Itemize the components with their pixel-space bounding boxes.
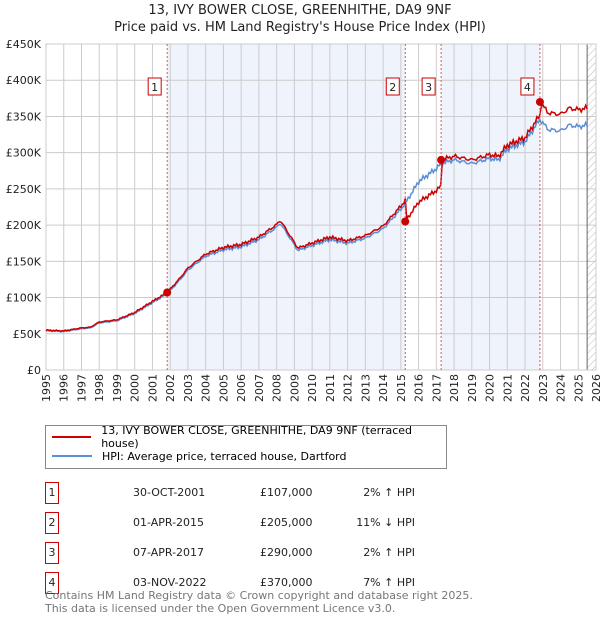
- sale-row: 1 30-OCT-2001 £107,000 2% ↑ HPI: [45, 482, 445, 504]
- sale-marker-badge: 4: [45, 572, 59, 594]
- footer-line: Contains HM Land Registry data © Crown c…: [45, 589, 473, 602]
- sale-date: 01-APR-2015: [133, 516, 205, 529]
- sale-hpi-diff: 2% ↑ HPI: [363, 546, 415, 559]
- footer-line: This data is licensed under the Open Gov…: [45, 602, 396, 615]
- x-tick-label: 2022: [519, 374, 532, 402]
- sale-price: £370,000: [260, 576, 313, 589]
- x-tick-label: 2024: [555, 374, 568, 402]
- sale-date: 03-NOV-2022: [133, 576, 207, 589]
- x-tick-label: 2023: [537, 374, 550, 402]
- x-tick-label: 2016: [413, 374, 426, 402]
- sale-date: 30-OCT-2001: [133, 486, 206, 499]
- sale-point: [163, 288, 172, 297]
- x-tick-label: 2005: [217, 374, 230, 402]
- sale-row: 4 03-NOV-2022 £370,000 7% ↑ HPI: [45, 572, 445, 594]
- forecast-hatch: [587, 44, 596, 370]
- x-tick-label: 2006: [235, 374, 248, 402]
- y-tick-label: £0: [27, 364, 41, 377]
- legend-swatch-property: [52, 436, 92, 438]
- sale-row: 2 01-APR-2015 £205,000 11% ↓ HPI: [45, 512, 445, 534]
- sale-hpi-diff: 2% ↑ HPI: [363, 486, 415, 499]
- sale-marker-badge: 1: [45, 482, 59, 504]
- x-tick-label: 1996: [58, 374, 71, 402]
- sale-price: £205,000: [260, 516, 313, 529]
- chart-subtitle: Price paid vs. HM Land Registry's House …: [114, 20, 486, 35]
- sale-label: 2: [389, 81, 396, 94]
- x-tick-label: 2018: [448, 374, 461, 402]
- property-line: [45, 103, 588, 333]
- sale-point: [437, 155, 446, 164]
- x-tick-label: 2013: [359, 374, 372, 402]
- x-tick-label: 1999: [111, 374, 124, 402]
- x-tick-label: 2000: [129, 374, 142, 402]
- x-tick-label: 2009: [288, 374, 301, 402]
- sale-label-box: [147, 77, 162, 96]
- legend-item-property: 13, IVY BOWER CLOSE, GREENHITHE, DA9 9NF…: [52, 424, 446, 450]
- x-tick-label: 2002: [164, 374, 177, 402]
- x-tick-label: 2001: [146, 374, 159, 402]
- y-tick-label: £250K: [6, 183, 42, 196]
- x-tick-label: 1997: [75, 374, 88, 402]
- sale-label-box: [385, 77, 400, 96]
- hpi-line: [45, 117, 588, 333]
- x-tick-label: 2014: [377, 374, 390, 402]
- y-tick-label: £450K: [6, 38, 42, 51]
- y-tick-label: £350K: [6, 110, 42, 123]
- x-tick-label: 2019: [466, 374, 479, 402]
- sale-date: 07-APR-2017: [133, 546, 205, 559]
- y-tick-label: £200K: [6, 219, 42, 232]
- legend-label: 13, IVY BOWER CLOSE, GREENHITHE, DA9 9NF…: [101, 424, 413, 450]
- shaded-period: [167, 44, 406, 370]
- x-tick-label: 2010: [306, 374, 319, 402]
- sale-hpi-diff: 7% ↑ HPI: [363, 576, 415, 589]
- sale-price: £107,000: [260, 486, 313, 499]
- y-tick-label: £300K: [6, 147, 42, 160]
- sale-point: [535, 97, 544, 106]
- x-tick-label: 2020: [484, 374, 497, 402]
- x-tick-label: 2007: [253, 374, 266, 402]
- y-tick-label: £100K: [6, 292, 42, 305]
- x-tick-label: 2017: [430, 374, 443, 402]
- chart-title: 13, IVY BOWER CLOSE, GREENHITHE, DA9 9NF: [148, 3, 452, 18]
- x-tick-label: 2026: [590, 374, 600, 402]
- y-tick-label: £400K: [6, 74, 42, 87]
- x-tick-label: 2004: [200, 374, 213, 402]
- sale-label: 3: [425, 81, 432, 94]
- sale-hpi-diff: 11% ↓ HPI: [356, 516, 415, 529]
- sale-label: 1: [151, 81, 158, 94]
- sale-point: [401, 217, 410, 226]
- x-tick-label: 2003: [182, 374, 195, 402]
- sale-price: £290,000: [260, 546, 313, 559]
- sale-marker-badge: 3: [45, 542, 59, 564]
- legend-label: HPI: Average price, terraced house, Dart…: [102, 449, 347, 463]
- y-tick-label: £50K: [13, 328, 42, 341]
- legend-swatch-hpi: [52, 455, 92, 457]
- y-tick-label: £150K: [6, 255, 42, 268]
- plot-area: 1995 1996 1997 1998 1999 2000 2001 2002 2003 2004…: [6, 38, 600, 402]
- x-tick-label: 1995: [40, 374, 53, 402]
- sale-row: 3 07-APR-2017 £290,000 2% ↑ HPI: [45, 542, 445, 564]
- x-tick-label: 1998: [93, 374, 106, 402]
- sale-label-box: [520, 77, 535, 96]
- x-tick-label: 2021: [501, 374, 514, 402]
- x-tick-label: 2015: [395, 374, 408, 402]
- x-tick-label: 2012: [342, 374, 355, 402]
- x-tick-label: 2008: [271, 374, 284, 402]
- footer: Contains HM Land Registry data © Crown c…: [45, 589, 473, 615]
- x-tick-label: 2011: [324, 374, 337, 402]
- legend: 13, IVY BOWER CLOSE, GREENHITHE, DA9 9NF…: [45, 424, 447, 469]
- sale-label: 4: [524, 81, 531, 94]
- x-tick-label: 2025: [572, 374, 585, 402]
- plot-border: [45, 43, 597, 371]
- sale-label-box: [421, 77, 436, 96]
- sale-marker-badge: 2: [45, 512, 59, 534]
- legend-item-hpi: HPI: Average price, terraced house, Dart…: [52, 448, 346, 464]
- shaded-period: [441, 44, 540, 370]
